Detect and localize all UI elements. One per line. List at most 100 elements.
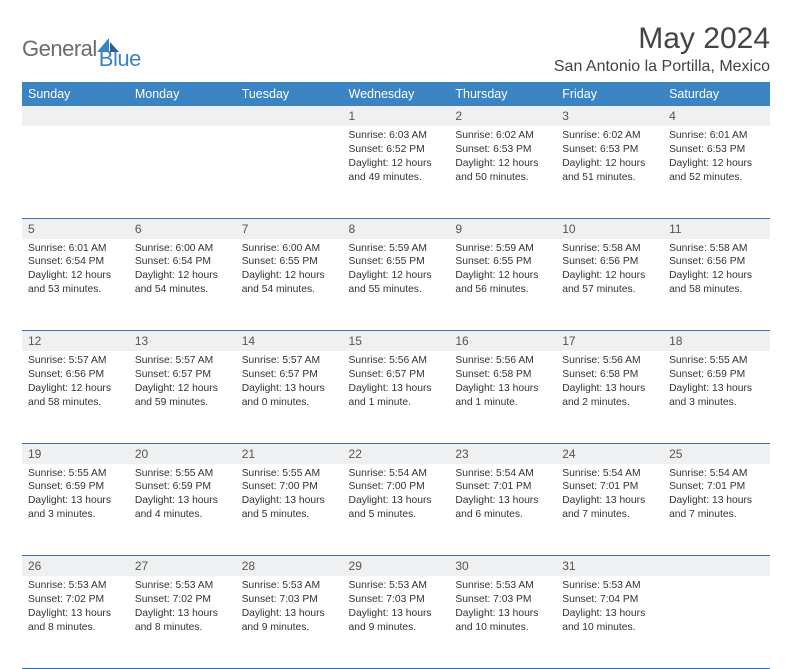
day-details: Sunrise: 5:54 AMSunset: 7:00 PMDaylight:…	[343, 464, 450, 525]
day-cell: Sunrise: 5:53 AMSunset: 7:03 PMDaylight:…	[449, 576, 556, 668]
day-details: Sunrise: 5:56 AMSunset: 6:58 PMDaylight:…	[556, 351, 663, 412]
day-cell: Sunrise: 5:59 AMSunset: 6:55 PMDaylight:…	[449, 239, 556, 331]
location: San Antonio la Portilla, Mexico	[554, 58, 770, 76]
day-number-row: 1234	[22, 106, 770, 126]
day-details: Sunrise: 6:01 AMSunset: 6:53 PMDaylight:…	[663, 126, 770, 187]
day-details: Sunrise: 5:53 AMSunset: 7:04 PMDaylight:…	[556, 576, 663, 637]
day-cell	[22, 126, 129, 218]
day-number-row: 262728293031	[22, 556, 770, 577]
day-number: 27	[129, 556, 236, 577]
day-number: 4	[663, 106, 770, 126]
day-number: 28	[236, 556, 343, 577]
day-number: 19	[22, 443, 129, 464]
day-cell: Sunrise: 5:53 AMSunset: 7:04 PMDaylight:…	[556, 576, 663, 668]
weekday-header: Wednesday	[343, 82, 450, 106]
day-number: 11	[663, 218, 770, 239]
day-cell: Sunrise: 6:03 AMSunset: 6:52 PMDaylight:…	[343, 126, 450, 218]
day-cell: Sunrise: 5:57 AMSunset: 6:57 PMDaylight:…	[129, 351, 236, 443]
day-number: 16	[449, 331, 556, 352]
day-cell: Sunrise: 6:02 AMSunset: 6:53 PMDaylight:…	[449, 126, 556, 218]
weekday-header: Friday	[556, 82, 663, 106]
day-cell: Sunrise: 5:53 AMSunset: 7:03 PMDaylight:…	[236, 576, 343, 668]
day-details: Sunrise: 5:57 AMSunset: 6:56 PMDaylight:…	[22, 351, 129, 412]
header: General Blue May 2024 San Antonio la Por…	[22, 22, 770, 76]
day-details: Sunrise: 5:53 AMSunset: 7:03 PMDaylight:…	[236, 576, 343, 637]
day-details: Sunrise: 6:01 AMSunset: 6:54 PMDaylight:…	[22, 239, 129, 300]
day-cell	[129, 126, 236, 218]
day-details: Sunrise: 5:53 AMSunset: 7:02 PMDaylight:…	[22, 576, 129, 637]
day-number: 26	[22, 556, 129, 577]
day-details: Sunrise: 6:02 AMSunset: 6:53 PMDaylight:…	[449, 126, 556, 187]
day-cell: Sunrise: 5:55 AMSunset: 6:59 PMDaylight:…	[22, 464, 129, 556]
weekday-header: Tuesday	[236, 82, 343, 106]
day-number: 2	[449, 106, 556, 126]
day-number-row: 19202122232425	[22, 443, 770, 464]
day-cell: Sunrise: 6:02 AMSunset: 6:53 PMDaylight:…	[556, 126, 663, 218]
day-details: Sunrise: 5:53 AMSunset: 7:03 PMDaylight:…	[449, 576, 556, 637]
day-details: Sunrise: 6:03 AMSunset: 6:52 PMDaylight:…	[343, 126, 450, 187]
day-cell: Sunrise: 5:56 AMSunset: 6:58 PMDaylight:…	[556, 351, 663, 443]
week-row: Sunrise: 5:57 AMSunset: 6:56 PMDaylight:…	[22, 351, 770, 443]
month-title: May 2024	[554, 22, 770, 56]
day-number: 23	[449, 443, 556, 464]
day-number: 25	[663, 443, 770, 464]
day-cell: Sunrise: 5:53 AMSunset: 7:03 PMDaylight:…	[343, 576, 450, 668]
day-cell: Sunrise: 5:54 AMSunset: 7:01 PMDaylight:…	[663, 464, 770, 556]
day-cell: Sunrise: 5:58 AMSunset: 6:56 PMDaylight:…	[556, 239, 663, 331]
day-details: Sunrise: 5:59 AMSunset: 6:55 PMDaylight:…	[343, 239, 450, 300]
day-details: Sunrise: 5:57 AMSunset: 6:57 PMDaylight:…	[236, 351, 343, 412]
day-number	[129, 106, 236, 126]
day-cell: Sunrise: 5:58 AMSunset: 6:56 PMDaylight:…	[663, 239, 770, 331]
day-number	[22, 106, 129, 126]
day-number: 8	[343, 218, 450, 239]
day-number-row: 12131415161718	[22, 331, 770, 352]
day-number: 3	[556, 106, 663, 126]
day-cell: Sunrise: 5:54 AMSunset: 7:01 PMDaylight:…	[556, 464, 663, 556]
day-number: 18	[663, 331, 770, 352]
day-number: 17	[556, 331, 663, 352]
day-details: Sunrise: 5:56 AMSunset: 6:57 PMDaylight:…	[343, 351, 450, 412]
day-cell: Sunrise: 5:59 AMSunset: 6:55 PMDaylight:…	[343, 239, 450, 331]
day-number: 12	[22, 331, 129, 352]
day-details: Sunrise: 5:58 AMSunset: 6:56 PMDaylight:…	[663, 239, 770, 300]
day-cell: Sunrise: 5:53 AMSunset: 7:02 PMDaylight:…	[22, 576, 129, 668]
day-details: Sunrise: 5:55 AMSunset: 6:59 PMDaylight:…	[663, 351, 770, 412]
day-details: Sunrise: 5:54 AMSunset: 7:01 PMDaylight:…	[449, 464, 556, 525]
day-number: 31	[556, 556, 663, 577]
day-details: Sunrise: 5:56 AMSunset: 6:58 PMDaylight:…	[449, 351, 556, 412]
day-number: 15	[343, 331, 450, 352]
day-details: Sunrise: 5:58 AMSunset: 6:56 PMDaylight:…	[556, 239, 663, 300]
day-cell: Sunrise: 5:57 AMSunset: 6:57 PMDaylight:…	[236, 351, 343, 443]
day-details: Sunrise: 5:55 AMSunset: 7:00 PMDaylight:…	[236, 464, 343, 525]
day-cell: Sunrise: 6:00 AMSunset: 6:54 PMDaylight:…	[129, 239, 236, 331]
weekday-header: Monday	[129, 82, 236, 106]
day-cell: Sunrise: 5:57 AMSunset: 6:56 PMDaylight:…	[22, 351, 129, 443]
day-details: Sunrise: 5:55 AMSunset: 6:59 PMDaylight:…	[22, 464, 129, 525]
day-cell: Sunrise: 5:56 AMSunset: 6:57 PMDaylight:…	[343, 351, 450, 443]
day-details: Sunrise: 5:53 AMSunset: 7:03 PMDaylight:…	[343, 576, 450, 637]
day-number: 9	[449, 218, 556, 239]
day-cell: Sunrise: 5:56 AMSunset: 6:58 PMDaylight:…	[449, 351, 556, 443]
day-number: 30	[449, 556, 556, 577]
day-number: 1	[343, 106, 450, 126]
day-cell: Sunrise: 5:55 AMSunset: 6:59 PMDaylight:…	[129, 464, 236, 556]
brand-logo: General Blue	[22, 22, 141, 72]
week-row: Sunrise: 6:01 AMSunset: 6:54 PMDaylight:…	[22, 239, 770, 331]
calendar-page: General Blue May 2024 San Antonio la Por…	[0, 0, 792, 669]
day-number: 14	[236, 331, 343, 352]
weekday-header: Saturday	[663, 82, 770, 106]
day-number: 29	[343, 556, 450, 577]
day-cell	[236, 126, 343, 218]
sail-icon	[97, 38, 119, 54]
day-details: Sunrise: 5:59 AMSunset: 6:55 PMDaylight:…	[449, 239, 556, 300]
day-details: Sunrise: 5:54 AMSunset: 7:01 PMDaylight:…	[556, 464, 663, 525]
day-number: 22	[343, 443, 450, 464]
week-row: Sunrise: 6:03 AMSunset: 6:52 PMDaylight:…	[22, 126, 770, 218]
day-number: 6	[129, 218, 236, 239]
day-details: Sunrise: 5:53 AMSunset: 7:02 PMDaylight:…	[129, 576, 236, 637]
day-number: 20	[129, 443, 236, 464]
day-cell: Sunrise: 5:54 AMSunset: 7:01 PMDaylight:…	[449, 464, 556, 556]
weekday-header: Sunday	[22, 82, 129, 106]
brand-general: General	[22, 36, 97, 62]
day-cell: Sunrise: 6:00 AMSunset: 6:55 PMDaylight:…	[236, 239, 343, 331]
